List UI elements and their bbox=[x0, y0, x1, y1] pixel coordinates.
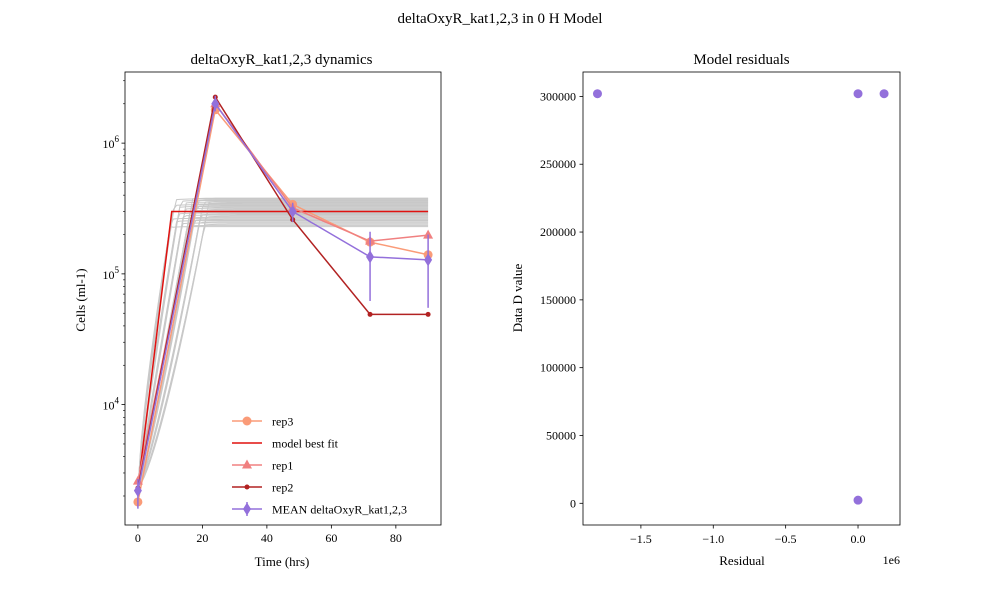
model-ensemble-line bbox=[137, 205, 429, 489]
residual-point bbox=[853, 89, 863, 99]
x-tick-label: −1.0 bbox=[702, 532, 724, 546]
model-ensemble-line bbox=[137, 199, 429, 489]
y-tick-label: 100000 bbox=[540, 361, 576, 375]
data-point bbox=[366, 250, 375, 264]
y-tick-label: 0 bbox=[570, 496, 576, 510]
y-tick-label: 200000 bbox=[540, 225, 576, 239]
residual-point bbox=[853, 495, 863, 505]
legend-swatch-marker bbox=[242, 459, 252, 469]
model-ensemble-line bbox=[137, 214, 429, 489]
legend-label: rep2 bbox=[272, 481, 293, 495]
residuals-plot: Model residuals Residual Data D value 1e… bbox=[510, 52, 901, 568]
dynamics-legend: rep3 model best fit rep1 rep2 MEAN deltaOxy… bbox=[232, 415, 407, 517]
dynamics-xlabel: Time (hrs) bbox=[255, 554, 310, 569]
y-tick-exponent: 5 bbox=[115, 265, 120, 275]
data-point bbox=[211, 97, 220, 111]
model-ensemble-line bbox=[137, 225, 429, 489]
dynamics-title: deltaOxyR_kat1,2,3 dynamics bbox=[190, 52, 372, 68]
legend-label: rep3 bbox=[272, 415, 293, 429]
y-tick-base: 10 bbox=[103, 137, 115, 151]
dynamics-frame bbox=[124, 71, 442, 526]
data-point bbox=[424, 253, 433, 267]
data-point bbox=[367, 311, 373, 317]
y-tick-exponent: 6 bbox=[115, 134, 120, 144]
dynamics-ylabel: Cells (ml-1) bbox=[73, 268, 88, 331]
figure-suptitle: deltaOxyR_kat1,2,3 in 0 H Model bbox=[398, 11, 603, 27]
x-tick-label: 0 bbox=[135, 531, 141, 545]
series-2 bbox=[137, 210, 429, 489]
y-tick-label: 250000 bbox=[540, 157, 576, 171]
residuals-ylabel: Data D value bbox=[510, 263, 525, 332]
y-tick-label: 50000 bbox=[546, 428, 576, 442]
y-tick-label: 105 bbox=[103, 265, 120, 282]
y-tick-base: 10 bbox=[103, 399, 115, 413]
legend-label: model best fit bbox=[272, 437, 339, 451]
y-tick-base: 10 bbox=[103, 268, 115, 282]
model-ensemble-line bbox=[137, 200, 429, 489]
legend-label: MEAN deltaOxyR_kat1,2,3 bbox=[272, 503, 407, 517]
model-ensemble-line bbox=[137, 207, 429, 489]
legend-label: rep1 bbox=[272, 459, 293, 473]
y-tick-label: 300000 bbox=[540, 89, 576, 103]
x-tick-label: 80 bbox=[390, 531, 402, 545]
residuals-x-offset-label: 1e6 bbox=[883, 553, 900, 567]
y-tick-label: 150000 bbox=[540, 293, 576, 307]
model-ensemble-line bbox=[137, 217, 429, 489]
x-tick-label: −1.5 bbox=[630, 532, 652, 546]
x-tick-label: 60 bbox=[325, 531, 337, 545]
model-ensemble-line bbox=[137, 201, 429, 489]
dynamics-plot: deltaOxyR_kat1,2,3 dynamics Time (hrs) C… bbox=[73, 52, 442, 569]
legend-swatch-marker bbox=[242, 416, 252, 426]
residuals-xlabel: Residual bbox=[719, 553, 765, 568]
x-tick-label: 40 bbox=[261, 531, 273, 545]
y-tick-label: 106 bbox=[103, 134, 120, 151]
data-point bbox=[288, 204, 297, 218]
y-tick-exponent: 4 bbox=[115, 396, 120, 406]
data-point bbox=[425, 311, 431, 317]
x-tick-label: 20 bbox=[196, 531, 208, 545]
model-ensemble-line bbox=[137, 199, 429, 489]
residual-point bbox=[879, 89, 889, 99]
series-5 bbox=[133, 95, 433, 509]
residuals-frame bbox=[582, 71, 901, 526]
data-point bbox=[133, 484, 142, 498]
legend-swatch-marker bbox=[243, 502, 251, 516]
residuals-title: Model residuals bbox=[693, 52, 789, 68]
x-tick-label: 0.0 bbox=[851, 532, 866, 546]
residual-point bbox=[592, 89, 602, 99]
model-ensemble-line bbox=[137, 220, 429, 489]
y-tick-label: 104 bbox=[103, 396, 120, 413]
series-line bbox=[137, 210, 429, 489]
model-ensemble-line bbox=[137, 212, 429, 489]
data-point bbox=[423, 229, 434, 239]
dynamics-plot-area bbox=[132, 94, 434, 509]
model-ensemble-line bbox=[137, 222, 429, 489]
x-tick-label: −0.5 bbox=[775, 532, 797, 546]
legend-swatch-marker bbox=[244, 484, 250, 490]
